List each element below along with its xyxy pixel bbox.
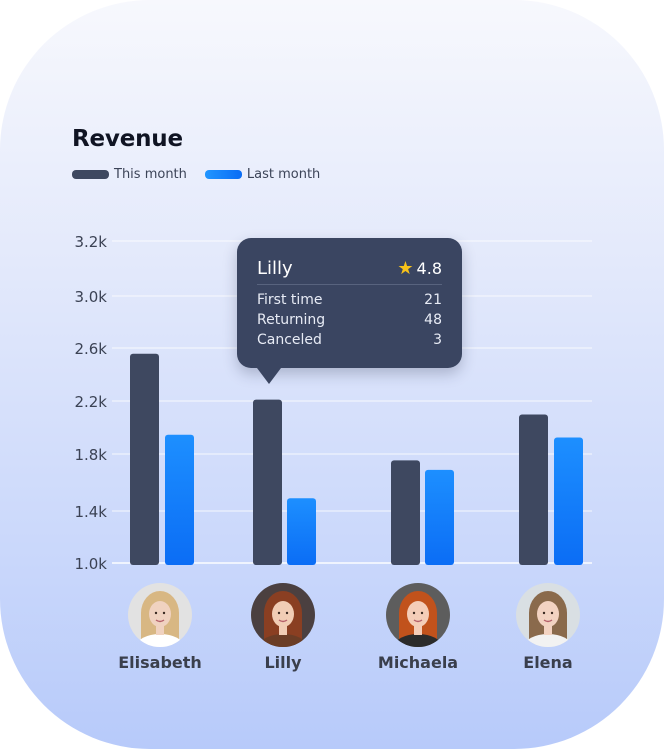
star-icon: ★ bbox=[397, 258, 414, 279]
chart-legend: This month Last month bbox=[72, 167, 338, 182]
person-elisabeth[interactable]: Elisabeth bbox=[105, 583, 215, 672]
person-elena[interactable]: Elena bbox=[493, 583, 603, 672]
y-tick-label: 2.2k bbox=[74, 393, 107, 411]
legend-swatch-last-month bbox=[204, 170, 242, 179]
tooltip-divider bbox=[257, 284, 442, 285]
legend-item-last-month[interactable]: Last month bbox=[204, 167, 321, 182]
person-name: Michaela bbox=[377, 653, 459, 672]
bar-this-month-elena[interactable] bbox=[519, 414, 548, 566]
tooltip-name: Lilly bbox=[257, 258, 293, 279]
y-tick-label: 2.6k bbox=[74, 340, 107, 358]
bar-this-month-michaela[interactable] bbox=[391, 460, 420, 565]
tooltip-row-label: Returning bbox=[257, 312, 326, 328]
y-tick-label: 3.2k bbox=[74, 233, 107, 251]
legend-label-last-month: Last month bbox=[246, 167, 321, 182]
person-name: Elena bbox=[523, 653, 573, 672]
avatar[interactable] bbox=[386, 583, 450, 647]
tooltip-row-first-time: First time 21 bbox=[257, 290, 442, 310]
tooltip-rating: ★ 4.8 bbox=[397, 258, 442, 279]
y-tick-label: 1.8k bbox=[74, 446, 107, 464]
tooltip-rating-value: 4.8 bbox=[416, 259, 442, 278]
legend-item-this-month[interactable]: This month bbox=[72, 167, 187, 182]
y-tick-label: 1.0k bbox=[74, 555, 107, 573]
bar-tooltip: Lilly ★ 4.8 First time 21 Returning 48 C… bbox=[237, 238, 462, 384]
bar-last-month-elena[interactable] bbox=[554, 437, 583, 565]
y-tick-label: 3.0k bbox=[74, 288, 107, 306]
legend-swatch-this-month bbox=[72, 170, 109, 179]
tooltip-row-returning: Returning 48 bbox=[257, 310, 442, 330]
person-name: Lilly bbox=[264, 653, 302, 672]
tooltip-row-label: First time bbox=[257, 292, 323, 308]
bar-this-month-lilly[interactable] bbox=[253, 399, 282, 565]
chart-title: Revenue bbox=[72, 126, 183, 152]
tooltip-row-value: 48 bbox=[424, 312, 442, 328]
tooltip-rows: First time 21 Returning 48 Canceled 3 bbox=[257, 290, 442, 350]
avatar[interactable] bbox=[251, 583, 315, 647]
bar-last-month-lilly[interactable] bbox=[287, 498, 316, 565]
legend-label-this-month: This month bbox=[114, 167, 187, 182]
person-name: Elisabeth bbox=[118, 653, 202, 672]
tooltip-row-label: Canceled bbox=[257, 332, 322, 348]
bar-this-month-elisabeth[interactable] bbox=[130, 353, 159, 565]
tooltip-row-value: 3 bbox=[433, 332, 442, 348]
avatar[interactable] bbox=[516, 583, 580, 647]
tooltip-row-canceled: Canceled 3 bbox=[257, 330, 442, 350]
y-tick-label: 1.4k bbox=[74, 503, 107, 521]
person-michaela[interactable]: Michaela bbox=[363, 583, 473, 672]
bar-last-month-michaela[interactable] bbox=[425, 469, 454, 565]
bar-last-month-elisabeth[interactable] bbox=[165, 434, 194, 565]
person-lilly[interactable]: Lilly bbox=[228, 583, 338, 672]
tooltip-row-value: 21 bbox=[424, 292, 442, 308]
avatar[interactable] bbox=[128, 583, 192, 647]
